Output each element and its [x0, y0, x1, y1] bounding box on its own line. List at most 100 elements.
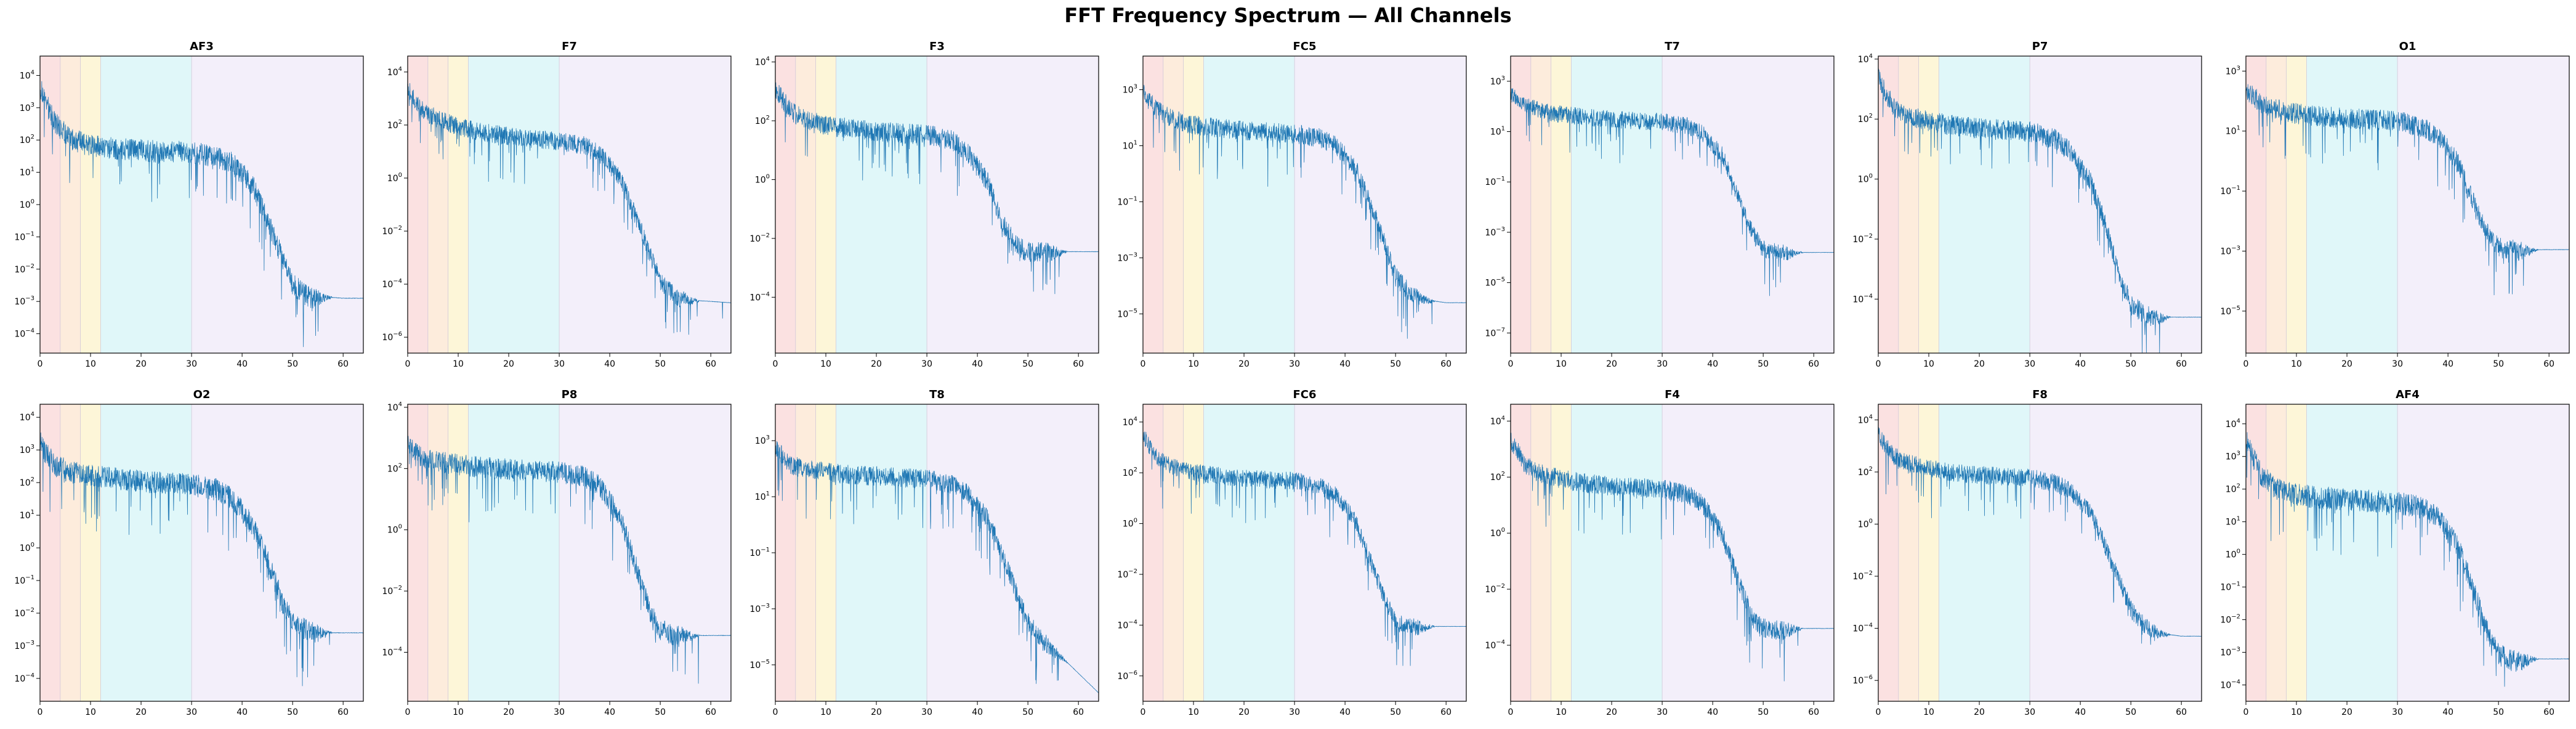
- y-tick-label: 104: [1858, 413, 1873, 425]
- y-tick-label: 10−7: [1485, 327, 1505, 338]
- x-tick-label: 30: [1289, 359, 1300, 369]
- x-tick-label: 20: [871, 359, 882, 369]
- y-tick-label: 100: [20, 542, 34, 553]
- band-shade-1: [60, 56, 81, 353]
- x-tick-label: 20: [135, 359, 147, 369]
- y-tick-label: 10−1: [749, 547, 770, 558]
- x-tick-label: 40: [1707, 359, 1718, 369]
- spectrum-panel-o1: 0 10 20 30 40 50 60 10−5 10−3 10−1 101 103 O1: [2220, 40, 2570, 369]
- y-tick-label: 10−1: [2220, 581, 2240, 593]
- x-tick-label: 20: [503, 359, 514, 369]
- y-tick-label: 104: [1490, 415, 1505, 426]
- x-tick-label: 40: [1339, 359, 1351, 369]
- panel-title: P7: [2032, 40, 2048, 53]
- x-tick-label: 30: [2024, 359, 2035, 369]
- panel-title: P8: [562, 388, 578, 401]
- band-shade-2: [448, 404, 469, 701]
- y-tick-label: 10−3: [1485, 226, 1505, 238]
- y-tick-label: 100: [1858, 173, 1873, 185]
- x-tick-label: 10: [453, 707, 464, 717]
- y-tick-label: 102: [1858, 113, 1873, 124]
- y-tick-label: 10−4: [14, 328, 34, 340]
- y-tick-label: 10−1: [14, 574, 34, 586]
- y-tick-label: 102: [20, 134, 34, 145]
- panel-title: F3: [929, 40, 945, 53]
- x-tick-label: 40: [2442, 359, 2453, 369]
- x-tick-label: 40: [972, 707, 983, 717]
- spectrum-line: [407, 436, 732, 684]
- axes-frame: [1510, 55, 1835, 354]
- y-tick-label: 102: [755, 115, 770, 126]
- x-tick-label: 20: [1606, 359, 1617, 369]
- band-shade-1: [795, 404, 816, 701]
- y-tick-label: 10−2: [1852, 233, 1873, 245]
- spectrum-line: [1510, 88, 1835, 296]
- spectrum-panel-fc5: 0 10 20 30 40 50 60 10−5 10−3 10−1 101 103 FC5: [1117, 40, 1467, 369]
- band-shade-4: [1294, 404, 1466, 701]
- x-tick-label: 20: [2341, 707, 2352, 717]
- spectrum-line: [1878, 427, 2202, 645]
- y-tick-label: 102: [387, 462, 402, 474]
- x-tick-label: 20: [1238, 359, 1250, 369]
- x-tick-label: 10: [1556, 707, 1567, 717]
- x-tick-label: 20: [1606, 707, 1617, 717]
- band-shade-2: [2286, 404, 2307, 701]
- spectrum-panel-o2: 0 10 20 30 40 50 60 10−4 10−3 10−2 10−1 100 101 102 10…: [14, 388, 364, 717]
- y-tick-label: 103: [755, 434, 770, 446]
- x-tick-label: 60: [1073, 359, 1084, 369]
- band-shade-0: [1878, 404, 1899, 701]
- x-tick-label: 50: [2493, 707, 2504, 717]
- y-tick-label: 104: [387, 401, 402, 413]
- y-tick-label: 10−2: [749, 232, 770, 244]
- axes-frame: [775, 55, 1099, 354]
- y-tick-label: 100: [2226, 548, 2240, 560]
- y-tick-label: 104: [20, 69, 34, 81]
- x-tick-label: 0: [1876, 359, 1881, 369]
- band-shade-1: [795, 56, 816, 353]
- x-tick-label: 40: [972, 359, 983, 369]
- band-shade-3: [100, 56, 192, 353]
- band-shade-2: [1918, 404, 1939, 701]
- y-tick-label: 10−1: [14, 230, 34, 242]
- y-tick-label: 10−1: [1485, 176, 1505, 187]
- spectrum-line: [39, 81, 364, 348]
- band-shade-3: [2306, 404, 2398, 701]
- y-tick-label: 100: [20, 198, 34, 210]
- panel-title: FC5: [1293, 40, 1316, 53]
- x-tick-label: 20: [135, 707, 147, 717]
- x-tick-label: 60: [1808, 707, 1819, 717]
- x-tick-label: 40: [2075, 707, 2086, 717]
- spectrum-panel-f7: 0 10 20 30 40 50 60 10−6 10−4 10−2 100 102 104 F7: [382, 40, 732, 369]
- y-tick-label: 10−5: [2220, 305, 2240, 317]
- spectrum-panel-af3: 0 10 20 30 40 50 60 10−4 10−3 10−2 10−1 100 101 102 10…: [14, 40, 364, 369]
- band-shade-1: [1530, 404, 1551, 701]
- y-tick-label: 103: [1490, 75, 1505, 87]
- axes-frame: [39, 404, 364, 702]
- spectrum-line: [1510, 433, 1835, 682]
- band-shade-3: [100, 404, 192, 701]
- band-shade-4: [1294, 56, 1466, 353]
- x-tick-label: 40: [2075, 359, 2086, 369]
- y-tick-label: 10−3: [14, 640, 34, 651]
- y-tick-label: 10−2: [382, 225, 402, 237]
- band-shade-3: [1939, 404, 2030, 701]
- x-tick-label: 50: [1758, 707, 1769, 717]
- y-tick-label: 10−1: [1117, 195, 1137, 207]
- band-shade-4: [927, 56, 1099, 353]
- spectrum-line: [39, 432, 364, 686]
- spectrum-line: [1142, 84, 1467, 339]
- band-shade-0: [1143, 404, 1163, 701]
- x-tick-label: 50: [655, 359, 666, 369]
- x-tick-label: 60: [1440, 707, 1452, 717]
- spectrum-line: [2245, 84, 2569, 296]
- band-shade-0: [775, 56, 796, 353]
- band-shade-3: [1939, 56, 2030, 353]
- x-tick-label: 20: [1974, 359, 1985, 369]
- spectrum-line: [775, 82, 1099, 295]
- band-shade-1: [1163, 56, 1184, 353]
- band-shade-3: [468, 56, 560, 353]
- x-tick-label: 10: [2291, 359, 2302, 369]
- y-tick-label: 10−3: [1117, 251, 1137, 263]
- y-tick-label: 104: [1123, 416, 1137, 428]
- band-shade-4: [1662, 56, 1834, 353]
